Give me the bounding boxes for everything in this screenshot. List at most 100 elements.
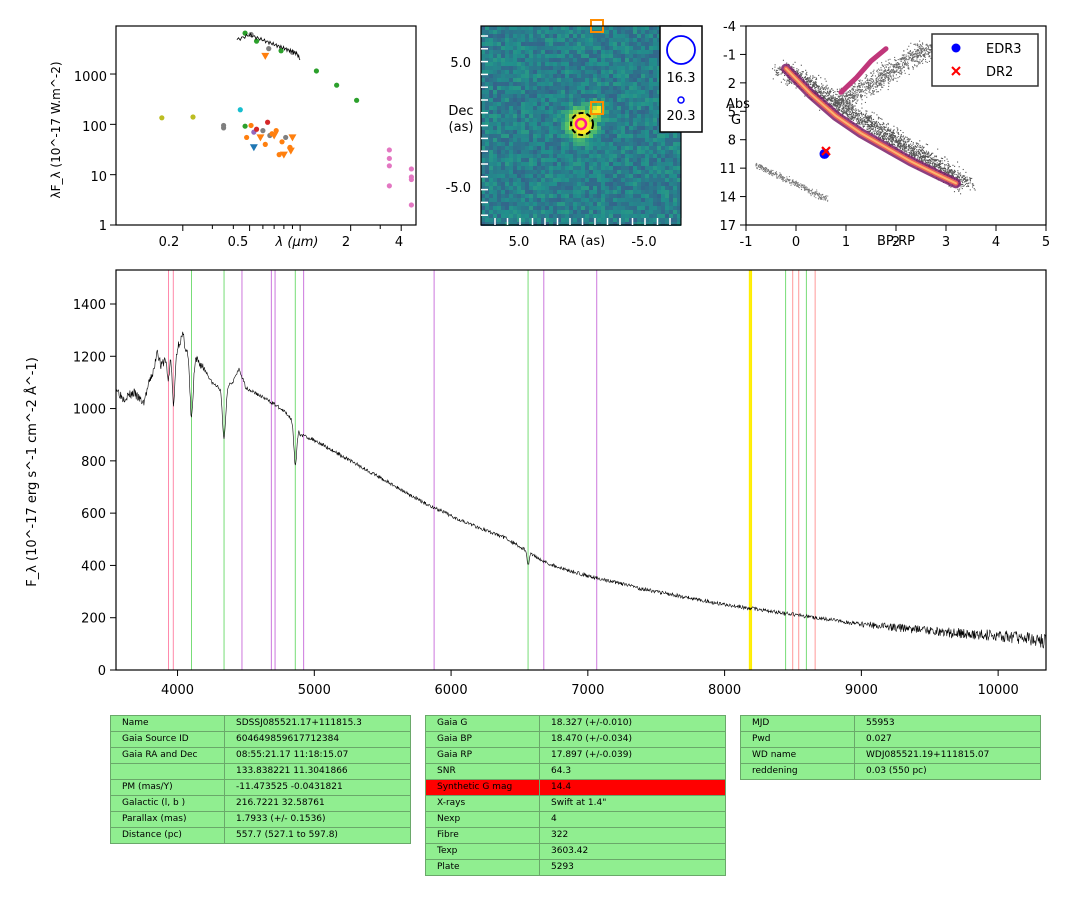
table-row: Gaia RP 17.897 (+/-0.039) (425, 747, 726, 764)
sed-upper-limit-2 (256, 134, 265, 142)
sed-points (159, 30, 414, 208)
sed-upper-limit-1 (261, 52, 270, 60)
image-xlabel: RA (as) (559, 234, 605, 249)
hrd-density-cloud (755, 38, 976, 202)
spectrum-ytick-6: 1200 (73, 350, 106, 365)
legend-dr2-icon (951, 66, 961, 76)
image-xtick-1: -5.0 (631, 235, 656, 250)
table-row: Distance (pc) 557.7 (527.1 to 597.8) (110, 827, 411, 844)
sed-upper-limit-0 (249, 144, 258, 152)
table-row: Gaia G 18.327 (+/-0.010) (425, 715, 726, 732)
spectrum-xtick-3: 7000 (571, 683, 604, 698)
table-row: Gaia BP 18.470 (+/-0.034) (425, 731, 726, 748)
table-value: WDJ085521.19+111815.07 (854, 747, 1041, 764)
sed-point-28 (354, 97, 360, 103)
legend-mag-bright: 16.3 (667, 71, 696, 86)
table-row: Gaia RA and Dec 08:55:21.17 11:18:15.07 (110, 747, 411, 764)
info-table-1: Name SDSSJ085521.17+111815.3 Gaia Source I… (110, 715, 411, 844)
table-value: 64.3 (539, 763, 726, 780)
sed-point-36 (408, 202, 414, 208)
image-ytick-1: -5.0 (446, 181, 471, 196)
table-row: Pwd 0.027 (740, 731, 1041, 748)
spectrum-xtick-2: 6000 (435, 683, 468, 698)
sed-point-16 (276, 152, 282, 158)
table-value: 216.7221 32.58761 (224, 795, 411, 812)
image-panel: 5.0 -5.0 RA (as) 5.0 -5.0 Dec (as) 16.3 … (446, 19, 703, 250)
sed-xlabel: λ (μm) (275, 235, 319, 250)
spectral-line-markers (168, 270, 816, 670)
sed-point-6 (244, 134, 250, 141)
sed-point-11 (262, 141, 268, 147)
hrd-ytick-0: -4 (723, 20, 736, 35)
info-table-2: Gaia G 18.327 (+/-0.010) Gaia BP 18.470 (+/… (425, 715, 726, 876)
table-key: Galactic (l, b ) (110, 795, 225, 812)
table-value: 133.838221 11.3041866 (224, 763, 411, 780)
table-key: Gaia RP (425, 747, 540, 764)
sed-ylabel: λF_λ (10^-17 W.m^-2) (49, 61, 63, 198)
legend-mag-faint: 20.3 (667, 109, 696, 124)
hrd-xtick-labels: -1 0 1 2 3 4 5 (740, 235, 1051, 250)
hrd-dr2-point (821, 146, 831, 156)
spectrum-ticks (110, 303, 999, 676)
table-key: Gaia RA and Dec (110, 747, 225, 764)
table-row: Synthetic G mag 14.4 (425, 779, 726, 796)
sed-point-3 (221, 122, 227, 129)
table-row: Plate 5293 (425, 859, 726, 876)
table-row: reddening 0.03 (550 pc) (740, 763, 1041, 780)
table-row: Nexp 4 (425, 811, 726, 828)
legend-dr2: DR2 (986, 65, 1013, 80)
hrd-ytick-1: -1 (723, 48, 736, 63)
table-value: Swift at 1.4" (539, 795, 726, 812)
table-value: 5293 (539, 859, 726, 876)
table-value: 0.027 (854, 731, 1041, 748)
sed-xtick-2: 2 (342, 235, 350, 250)
spectrum-xtick-labels: 4000 5000 6000 7000 8000 9000 10000 (161, 683, 1019, 698)
sed-xtick-0: 0.2 (159, 235, 180, 250)
sed-model-curve (236, 32, 301, 61)
sed-ytick-2: 100 (82, 120, 107, 135)
legend-edr3-icon (951, 43, 961, 53)
table-key: Pwd (740, 731, 855, 748)
sed-upper-limit-6 (288, 134, 297, 142)
table-row: X-rays Swift at 1.4" (425, 795, 726, 812)
hrd-xtick-3: 2 (892, 235, 900, 250)
sed-point-7 (248, 122, 254, 129)
sed-point-18 (283, 134, 289, 141)
table-key: X-rays (425, 795, 540, 812)
spectrum-panel: 4000 5000 6000 7000 8000 9000 10000 0 200 400 600… (24, 269, 1047, 698)
spectrum-ytick-4: 800 (81, 455, 106, 470)
table-key: Texp (425, 843, 540, 860)
spectrum-ytick-3: 600 (81, 507, 106, 522)
sed-point-31 (386, 163, 392, 169)
neighbour-square-1 (590, 101, 604, 115)
source-marker (574, 117, 588, 131)
spectrum-ylabel: F_λ (10^-17 erg s^-1 cm^-2 Å^-1) (24, 357, 40, 587)
spectrum-frame (115, 269, 1047, 671)
spectrum-xtick-0: 4000 (161, 683, 194, 698)
sed-point-0 (159, 115, 165, 121)
table-value: 17.897 (+/-0.039) (539, 747, 726, 764)
hrd-ytick-5: 11 (720, 162, 736, 177)
table-value: 4 (539, 811, 726, 828)
hrd-ytick-2: 2 (728, 77, 736, 92)
table-key: Gaia BP (425, 731, 540, 748)
table-key: Plate (425, 859, 540, 876)
sed-point-10 (260, 128, 266, 134)
table-key: Synthetic G mag (425, 779, 540, 796)
table-key (110, 763, 225, 780)
hrd-xtick-1: 0 (792, 235, 800, 250)
hrd-ytick-4: 8 (728, 134, 736, 149)
image-ylabel-unit: (as) (449, 120, 474, 135)
sed-point-9 (253, 126, 260, 132)
table-row: MJD 55953 (740, 715, 1041, 732)
table-value: 08:55:21.17 11:18:15.07 (224, 747, 411, 764)
hrd-ylabel: Abs (726, 97, 750, 112)
sed-point-27 (334, 82, 340, 88)
hrd-xtick-5: 4 (992, 235, 1000, 250)
table-key: Gaia Source ID (110, 731, 225, 748)
sed-ytick-3: 1000 (74, 70, 107, 85)
spectrum-xtick-4: 8000 (708, 683, 741, 698)
sed-point-26 (313, 68, 320, 74)
sed-upper-limit-5 (286, 147, 295, 155)
sed-ticks (110, 73, 402, 231)
